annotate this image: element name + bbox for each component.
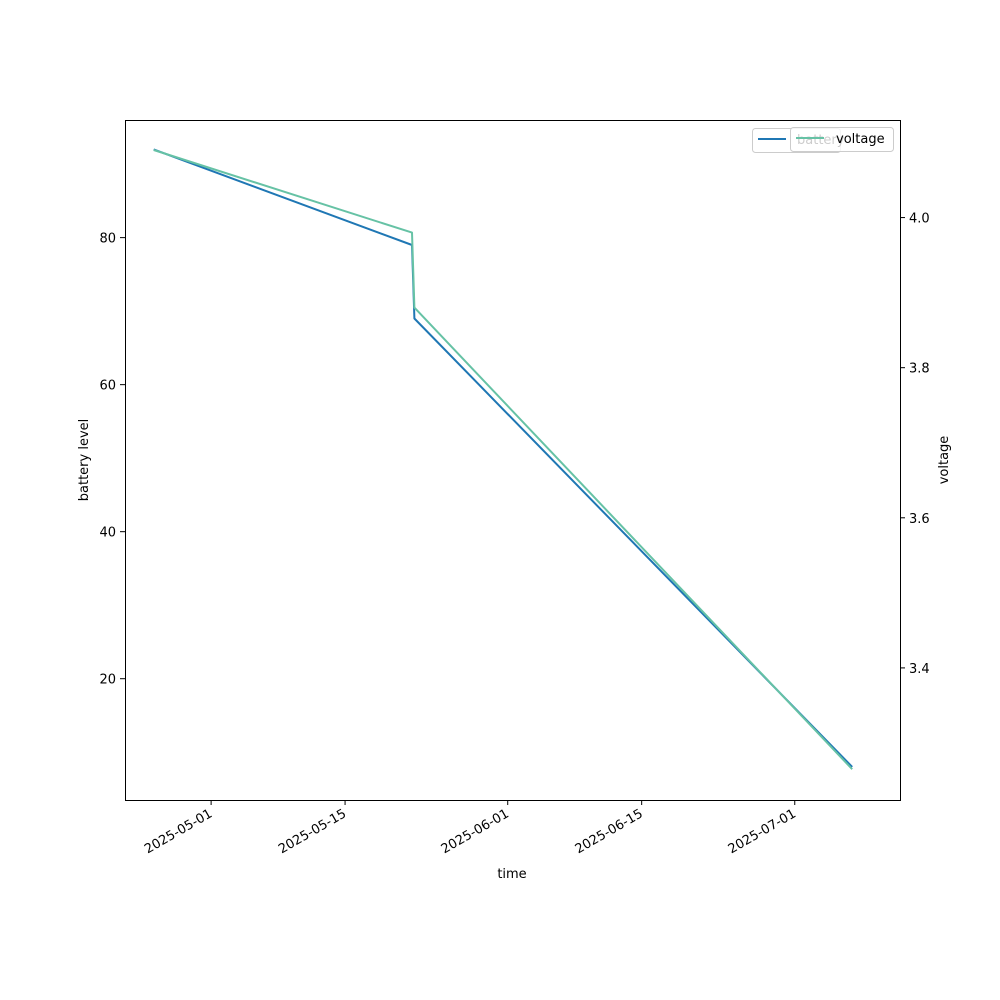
y-axis-ticks: 20 40 60 80 [99, 232, 125, 688]
y-tick-label: 20 [99, 673, 116, 688]
y-tick-label: 80 [99, 232, 116, 247]
legend-voltage: voltage [790, 127, 894, 152]
series-line-battery [153, 148, 853, 768]
y2-axis-ticks: 3.4 3.6 3.8 4.0 [900, 212, 930, 677]
series-layer [153, 148, 853, 770]
x-tick-label: 2025-05-01 [142, 806, 215, 857]
x-axis-label: time [497, 867, 526, 882]
y2-tick-label: 3.8 [909, 362, 930, 377]
series-line-voltage [153, 149, 853, 770]
x-tick-label: 2025-06-01 [439, 806, 512, 857]
plot-area-frame [125, 120, 901, 801]
x-tick-label: 2025-06-15 [573, 806, 646, 857]
legend-voltage-box [790, 127, 894, 152]
x-tick-label: 2025-05-15 [276, 806, 349, 857]
x-axis-ticks: 2025-05-01 2025-05-15 2025-06-01 2025-06-15… [142, 800, 799, 857]
y-tick-label: 60 [99, 379, 116, 394]
y2-tick-label: 3.6 [909, 512, 930, 527]
y2-tick-label: 3.4 [909, 662, 930, 677]
y2-axis-label: voltage [937, 436, 952, 485]
legend-voltage-label: voltage [836, 132, 885, 147]
y2-tick-label: 4.0 [909, 212, 930, 227]
y-tick-label: 40 [99, 526, 116, 541]
y-axis-label: battery level [77, 419, 92, 502]
x-tick-label: 2025-07-01 [726, 806, 799, 857]
